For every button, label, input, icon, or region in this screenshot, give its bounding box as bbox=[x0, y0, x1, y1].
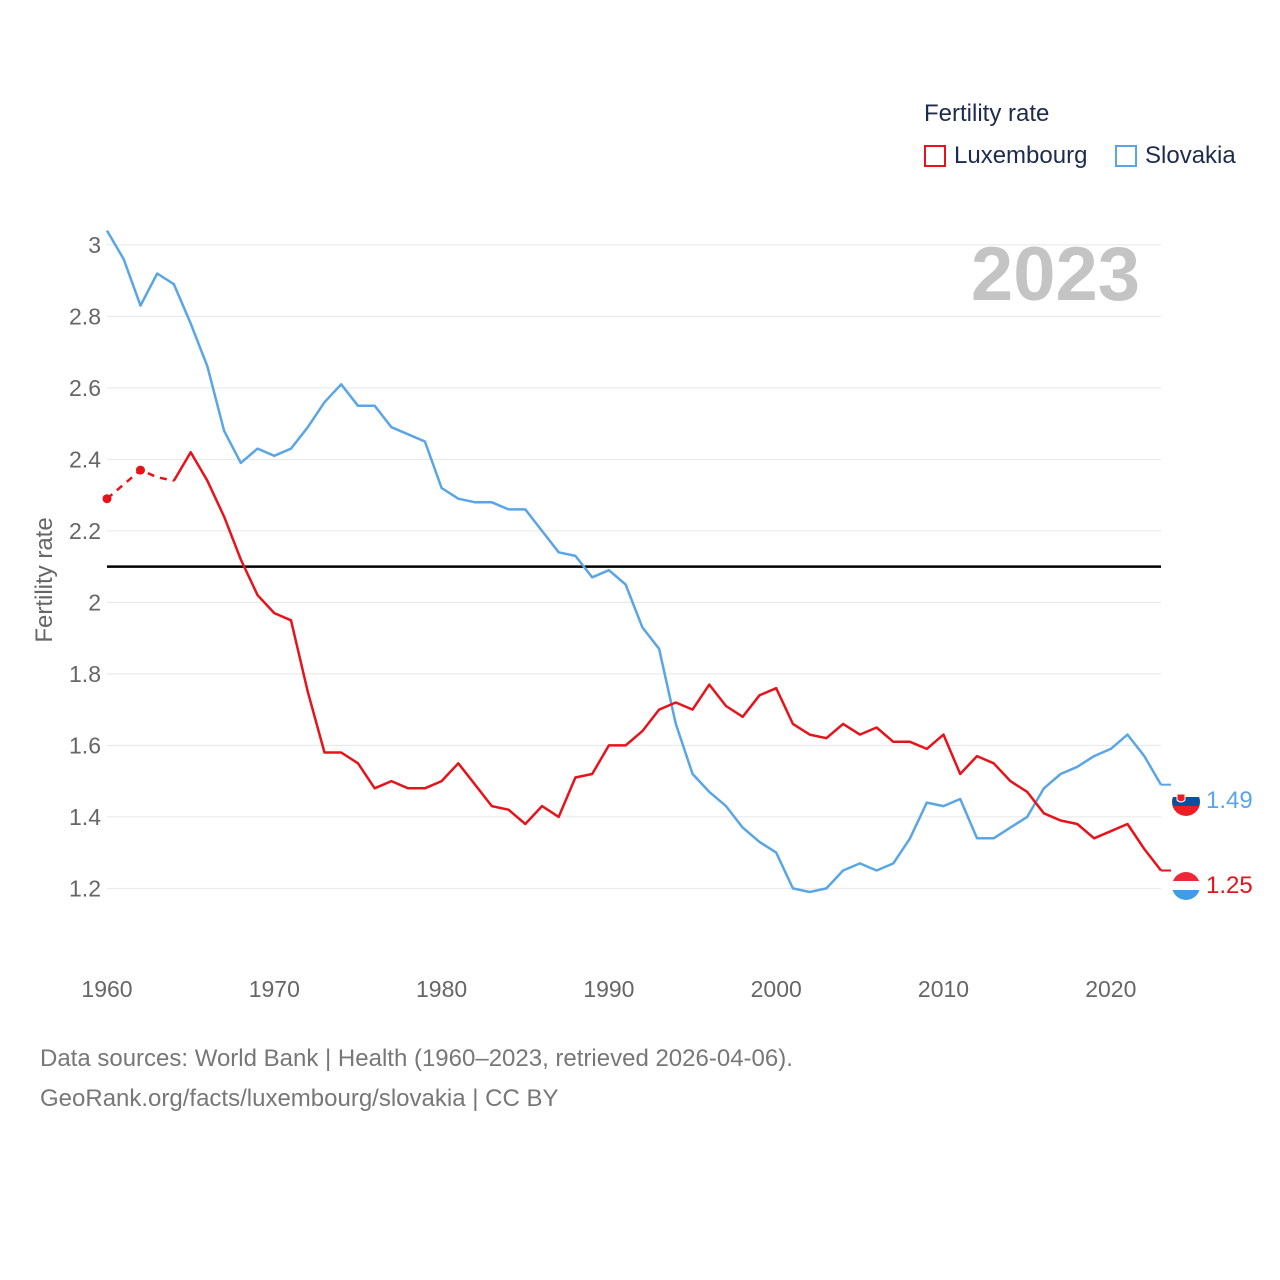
y-tick-label: 1.2 bbox=[69, 875, 101, 901]
luxembourg-series-line[interactable] bbox=[172, 450, 1162, 872]
y-tick-label: 1.6 bbox=[69, 732, 101, 758]
x-tick-label: 1960 bbox=[81, 976, 132, 1002]
y-tick-label: 1.8 bbox=[69, 661, 101, 687]
luxembourg-end-value: 1.25 bbox=[1206, 872, 1253, 899]
x-tick-label: 2010 bbox=[918, 976, 969, 1002]
luxembourg-swatch-icon bbox=[924, 145, 946, 167]
legend-item-slovakia[interactable]: Slovakia bbox=[1115, 142, 1236, 170]
luxembourg-flag-icon bbox=[1172, 872, 1200, 900]
slovakia-swatch-icon bbox=[1115, 145, 1137, 167]
data-source-line: Data sources: World Bank | Health (1960–… bbox=[40, 1045, 793, 1072]
y-tick-label: 2.8 bbox=[69, 303, 101, 329]
x-tick-label: 2020 bbox=[1085, 976, 1136, 1002]
x-tick-label: 1970 bbox=[249, 976, 300, 1002]
luxembourg-estimated-line bbox=[106, 468, 175, 500]
y-tick-label: 2.2 bbox=[69, 518, 101, 544]
y-tick-label: 1.4 bbox=[69, 804, 101, 830]
x-tick-label: 1990 bbox=[583, 976, 634, 1002]
y-tick-label: 3 bbox=[88, 232, 101, 258]
attribution-link[interactable]: GeoRank.org/facts/luxembourg/slovakia | … bbox=[40, 1085, 559, 1112]
y-tick-label: 2.4 bbox=[69, 446, 101, 472]
legend-label-luxembourg: Luxembourg bbox=[954, 142, 1088, 169]
legend-label-slovakia: Slovakia bbox=[1145, 142, 1236, 169]
x-tick-label: 2000 bbox=[751, 976, 802, 1002]
slovakia-end-value: 1.49 bbox=[1206, 787, 1253, 814]
y-axis-title: Fertility rate bbox=[31, 517, 58, 642]
slovakia-series-line[interactable] bbox=[105, 229, 1163, 894]
y-tick-label: 2.6 bbox=[69, 375, 101, 401]
legend-title: Fertility rate bbox=[924, 100, 1050, 127]
slovakia-flag-icon bbox=[1172, 788, 1200, 816]
luxembourg-data-point[interactable] bbox=[102, 494, 112, 504]
luxembourg-data-point[interactable] bbox=[135, 465, 145, 475]
legend-item-luxembourg[interactable]: Luxembourg bbox=[924, 142, 1087, 170]
y-tick-label: 2 bbox=[88, 589, 101, 615]
current-year-label: 2023 bbox=[971, 232, 1140, 317]
x-tick-label: 1980 bbox=[416, 976, 467, 1002]
